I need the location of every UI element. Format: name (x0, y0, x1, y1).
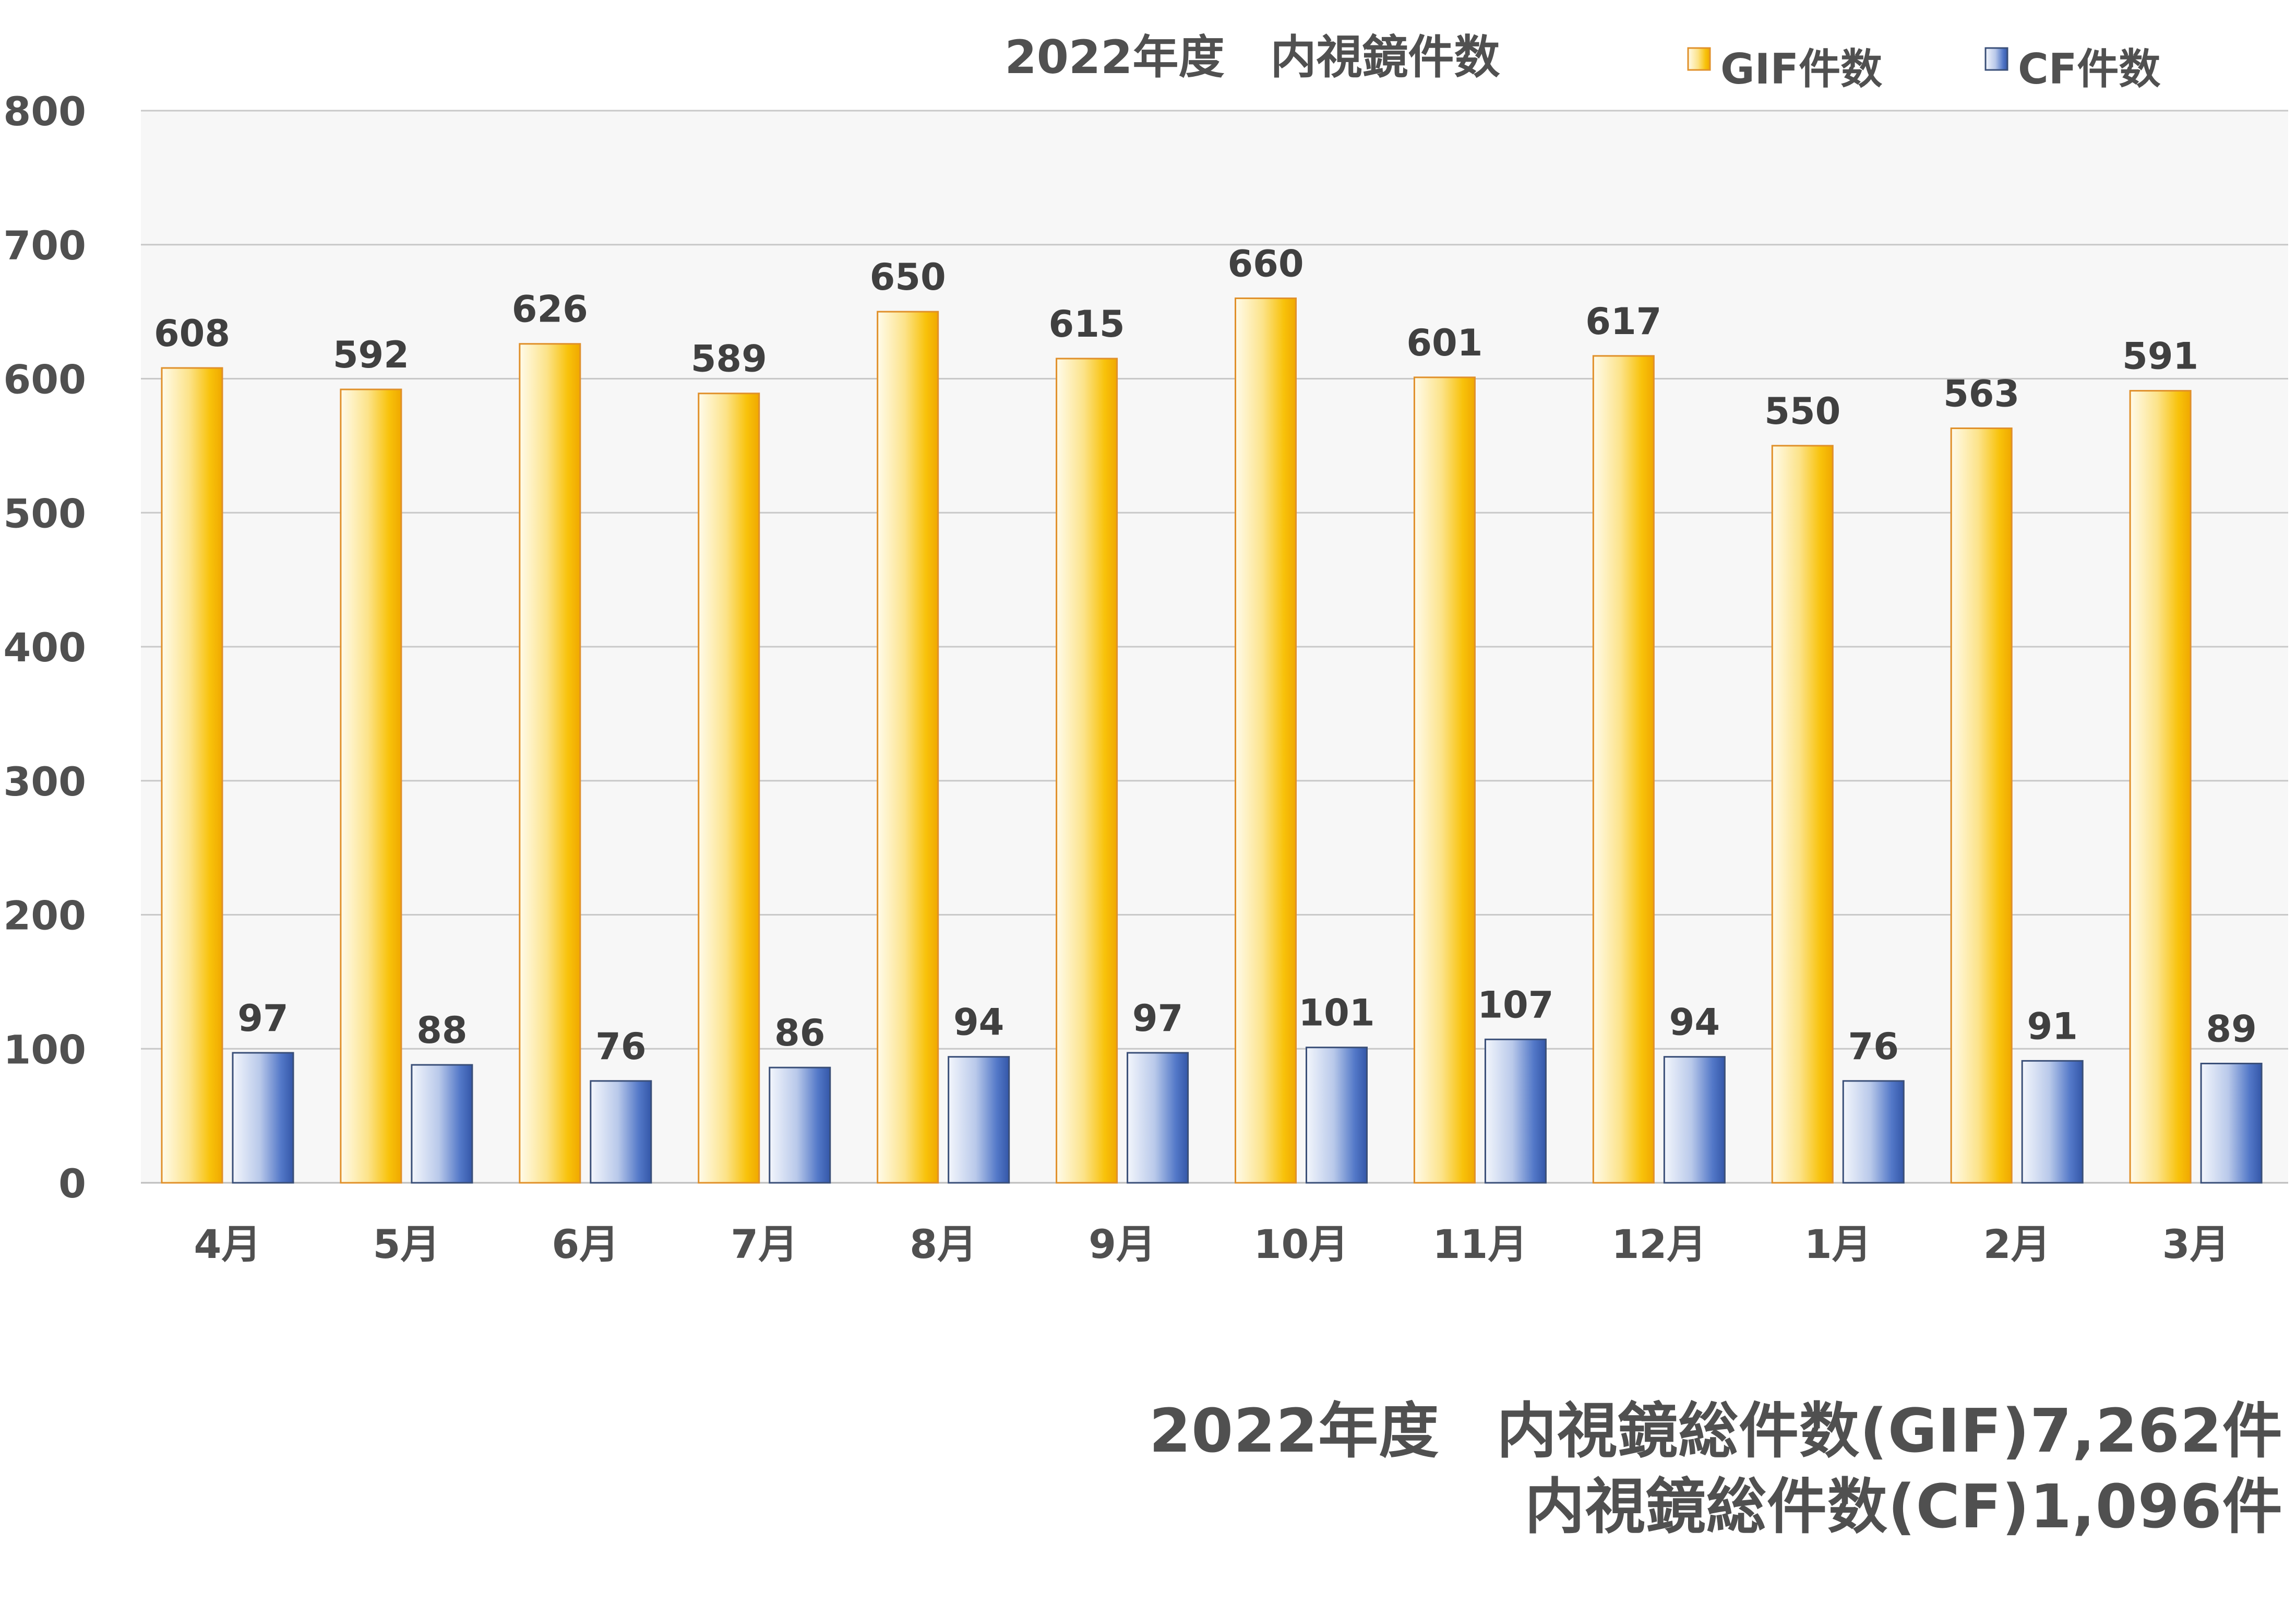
cf-bar (590, 1080, 652, 1184)
gif-bar-value-label: 589 (691, 338, 767, 381)
cf-bar (1127, 1052, 1189, 1184)
cf-bar-value-label: 88 (416, 1009, 467, 1052)
cf-bar (769, 1066, 831, 1184)
cf-bar-value-label: 76 (1848, 1025, 1899, 1068)
summary-gif-label: 内視鏡総件数(GIF) (1497, 1396, 2030, 1466)
cf-bar-value-label: 91 (2027, 1005, 2077, 1048)
grid-lines (141, 110, 2288, 1184)
summary-cf-label: 内視鏡総件数(CF) (1524, 1472, 2030, 1542)
gif-bar-value-label: 563 (1943, 372, 2019, 415)
summary-gif-value: 7,262件 (2030, 1396, 2283, 1466)
gif-bar (877, 311, 939, 1184)
y-tick-label: 700 (3, 222, 86, 269)
x-tick-label: 1月 (1804, 1221, 1872, 1267)
x-tick-label: 5月 (373, 1221, 440, 1267)
y-tick-label: 800 (3, 88, 86, 135)
summary-gif-line: 2022年度 内視鏡総件数(GIF)7,262件 (939, 1313, 2283, 1539)
y-axis-tick-labels: 0 100 200 300 400 500 600 700 800 (3, 88, 86, 1207)
legend-label-cf: CF件数 (2018, 45, 2160, 93)
cf-bar (1663, 1056, 1726, 1184)
gif-bar-value-label: 550 (1764, 390, 1840, 433)
data-labels: 608 97 592 88 626 76 589 86 650 94 615 97 660 101 601 1… (154, 242, 2257, 1067)
cf-bar-value-label: 101 (1298, 992, 1374, 1035)
x-tick-label: 7月 (731, 1221, 798, 1267)
y-tick-label: 600 (3, 357, 86, 403)
y-tick-label: 500 (3, 490, 86, 537)
gif-bar-value-label: 592 (333, 334, 409, 376)
y-tick-label: 300 (3, 758, 86, 805)
gif-bar (698, 393, 760, 1184)
x-tick-label: 4月 (194, 1221, 261, 1267)
y-tick-label: 0 (58, 1160, 86, 1207)
bar-chart: 0 100 200 300 400 500 600 700 800 608 97 592 88 626 7… (3, 30, 2288, 1267)
gif-bar-value-label: 615 (1049, 303, 1125, 346)
gif-bar (1950, 427, 2013, 1184)
cf-bar-value-label: 94 (953, 1001, 1004, 1044)
chart-container: 0 100 200 300 400 500 600 700 800 608 97 592 88 626 7… (3, 30, 2288, 1542)
legend-label-gif: GIF件数 (1720, 45, 1882, 93)
legend-swatch-gif (1687, 47, 1711, 71)
gif-bar (1592, 355, 1655, 1184)
y-tick-label: 200 (3, 893, 86, 939)
chart-title: 2022年度 内視鏡件数 (1005, 30, 1500, 84)
summary-cf-line: 内視鏡総件数(CF)1,096件 (939, 1388, 2283, 1615)
gif-bar (1235, 297, 1297, 1184)
x-tick-label: 2月 (1983, 1221, 2051, 1267)
gif-bar-value-label: 591 (2122, 335, 2198, 378)
summary-cf-value: 1,096件 (2030, 1472, 2283, 1542)
legend: GIF件数 CF件数 (1687, 45, 2160, 93)
cf-bar-value-label: 89 (2206, 1007, 2256, 1050)
cf-bar-value-label: 76 (595, 1025, 646, 1068)
y-tick-label: 100 (3, 1026, 86, 1073)
gif-bar-value-label: 650 (870, 256, 946, 299)
x-axis-tick-labels: 4月 5月 6月 7月 8月 9月 10月 11月 12月 1月 2月 3月 (194, 1221, 2230, 1267)
gif-bar-value-label: 601 (1406, 322, 1482, 364)
x-tick-label: 11月 (1433, 1221, 1528, 1267)
cf-bar (948, 1056, 1010, 1184)
gif-bar-value-label: 617 (1585, 300, 1661, 343)
gif-bar (2129, 390, 2192, 1184)
cf-bar (1484, 1038, 1547, 1184)
cf-bar-value-label: 97 (237, 997, 288, 1040)
gif-bar-value-label: 608 (154, 312, 230, 355)
bars (161, 297, 2263, 1184)
y-tick-label: 400 (3, 624, 86, 671)
gif-bar (340, 388, 402, 1184)
gif-bar (519, 343, 581, 1184)
cf-bar-value-label: 86 (774, 1012, 825, 1054)
cf-bar (1842, 1080, 1905, 1184)
cf-bar-value-label: 97 (1132, 997, 1183, 1040)
gif-bar-value-label: 626 (512, 288, 588, 331)
x-tick-label: 9月 (1089, 1221, 1156, 1267)
cf-bar (2200, 1062, 2263, 1184)
gif-bar (1056, 358, 1118, 1184)
x-tick-label: 8月 (910, 1221, 977, 1267)
cf-bar-value-label: 107 (1477, 983, 1553, 1026)
gif-bar (1413, 376, 1476, 1184)
summary-year-label: 2022年度 (1149, 1396, 1440, 1466)
cf-bar (232, 1052, 294, 1184)
gif-bar-value-label: 660 (1227, 242, 1304, 285)
cf-bar-value-label: 94 (1669, 1001, 1720, 1044)
x-tick-label: 3月 (2162, 1221, 2230, 1267)
legend-swatch-cf (1984, 47, 2008, 71)
x-tick-label: 6月 (552, 1221, 619, 1267)
gif-bar (1771, 445, 1834, 1184)
x-tick-label: 12月 (1611, 1221, 1706, 1267)
cf-bar (1306, 1047, 1368, 1184)
gif-bar (161, 367, 223, 1184)
cf-bar (2021, 1060, 2084, 1184)
cf-bar (411, 1064, 473, 1184)
x-tick-label: 10月 (1254, 1221, 1349, 1267)
